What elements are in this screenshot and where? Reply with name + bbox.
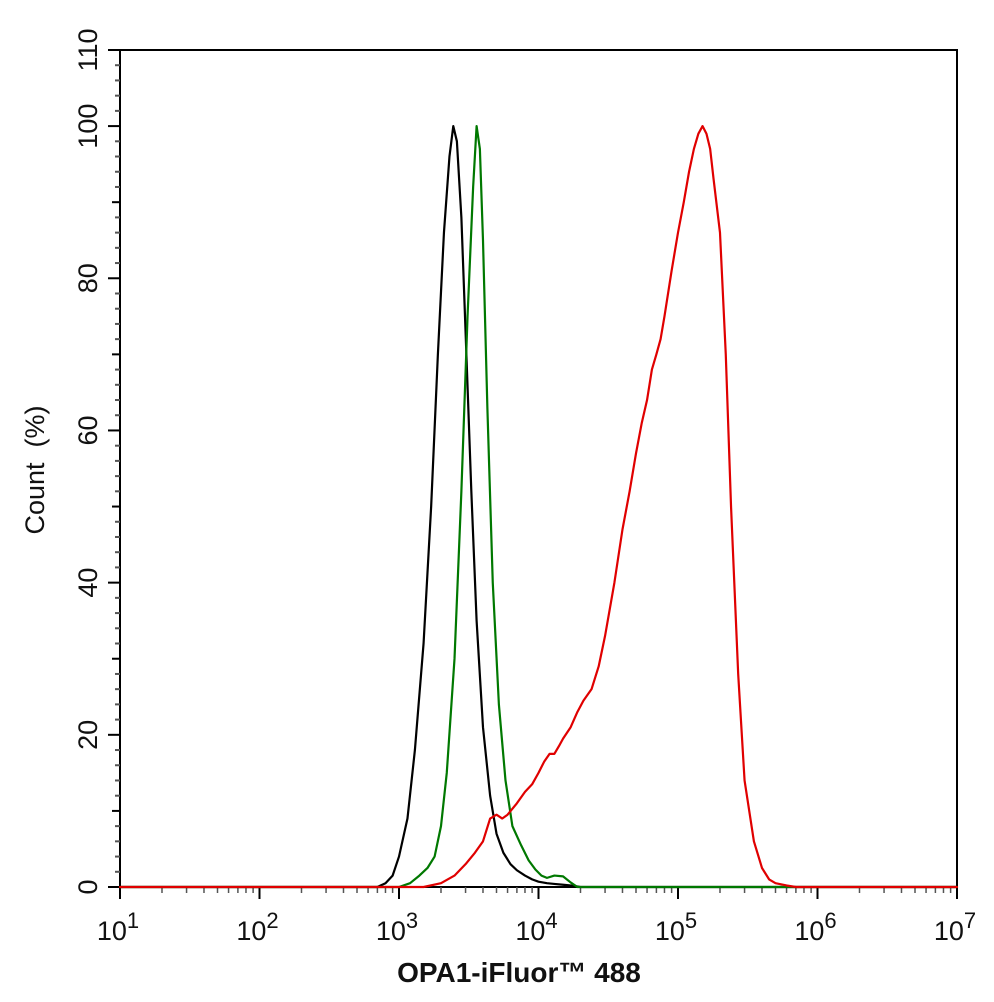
x-tick-label: 107 bbox=[934, 908, 976, 946]
plot-area-border bbox=[119, 49, 958, 888]
x-tick-label-base: 10 bbox=[97, 916, 127, 946]
x-tick-label: 103 bbox=[376, 908, 418, 946]
x-tick-label-exponent: 5 bbox=[685, 908, 697, 933]
x-tick-label-base: 10 bbox=[376, 916, 406, 946]
y-tick-label: 0 bbox=[73, 879, 103, 894]
series-line-2 bbox=[118, 124, 959, 889]
x-tick-label-exponent: 3 bbox=[406, 908, 418, 933]
x-tick-label: 101 bbox=[97, 908, 139, 946]
x-tick-label-exponent: 4 bbox=[545, 908, 557, 933]
y-tick-labels: 0 20 40 60 80 100 110 bbox=[73, 28, 103, 894]
y-tick-label: 20 bbox=[73, 720, 103, 750]
y-tick-label: 110 bbox=[73, 28, 103, 71]
y-tick-label: 100 bbox=[73, 104, 103, 149]
x-tick-label-base: 10 bbox=[794, 916, 824, 946]
x-axis-title: OPA1-iFluor™ 488 bbox=[397, 957, 641, 988]
x-tick-label: 104 bbox=[515, 908, 557, 946]
x-tick-label: 102 bbox=[236, 908, 278, 946]
series-line-3 bbox=[118, 124, 959, 889]
y-tick-label: 80 bbox=[73, 263, 103, 293]
x-tick-label-exponent: 7 bbox=[964, 908, 976, 933]
x-tick-label-exponent: 2 bbox=[266, 908, 278, 933]
y-tick-label: 40 bbox=[73, 568, 103, 598]
y-tick-label: 60 bbox=[73, 415, 103, 445]
series-lines bbox=[118, 124, 959, 889]
x-tick-label-exponent: 1 bbox=[127, 908, 139, 933]
y-major-ticks bbox=[108, 49, 120, 888]
y-axis-title: Count (%) bbox=[20, 405, 50, 534]
x-tick-label: 106 bbox=[794, 908, 836, 946]
x-major-ticks bbox=[119, 887, 958, 899]
x-tick-label-base: 10 bbox=[934, 916, 964, 946]
x-tick-labels: 101 102 103 104 105 106 107 bbox=[97, 908, 976, 946]
x-tick-label-exponent: 6 bbox=[824, 908, 836, 933]
y-minor-ticks bbox=[115, 64, 120, 873]
series-line-1 bbox=[118, 124, 959, 889]
plot-frame bbox=[119, 49, 958, 888]
x-tick-label-base: 10 bbox=[515, 916, 545, 946]
x-tick-label: 105 bbox=[655, 908, 697, 946]
x-tick-label-base: 10 bbox=[655, 916, 685, 946]
x-tick-label-base: 10 bbox=[236, 916, 266, 946]
